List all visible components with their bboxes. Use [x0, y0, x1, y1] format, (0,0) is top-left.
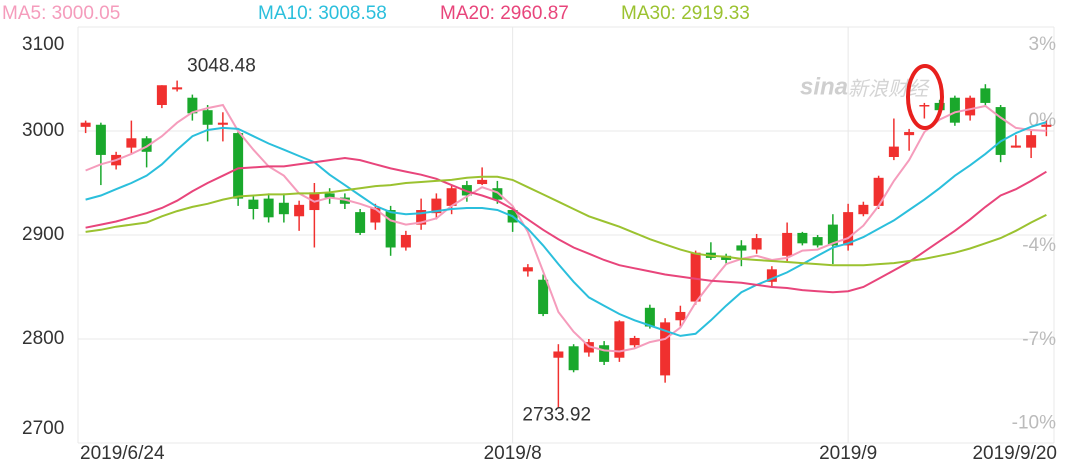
highlight-circle: [906, 64, 944, 130]
candle-body: [416, 210, 427, 225]
candle-body: [995, 107, 1006, 155]
candle-body: [248, 199, 259, 209]
y-tick-label: 2900: [22, 224, 64, 245]
candle-body: [675, 311, 686, 321]
y-tick-label: 3000: [22, 120, 64, 141]
y-tick-label: 2700: [22, 418, 64, 439]
candle-body: [95, 124, 106, 155]
candle-body: [843, 212, 854, 246]
legend-entry: MA5: 3000.05: [2, 3, 120, 24]
candle-body: [324, 193, 335, 198]
candle-body: [797, 232, 808, 244]
x-tick-label: 2019/9/20: [972, 443, 1057, 464]
candle-body: [141, 138, 152, 152]
candle-body: [202, 110, 213, 125]
candle-body: [1010, 145, 1021, 148]
y-tick-label: 3100: [22, 34, 64, 55]
candle-body: [1041, 124, 1052, 127]
ma-line: [85, 121, 1047, 337]
y2-tick-label: -4%: [1022, 235, 1056, 256]
candle-body: [339, 197, 350, 204]
candle-body: [385, 210, 396, 248]
candle-body: [492, 188, 503, 200]
x-tick-label: 2019/6/24: [80, 443, 165, 464]
candle-body: [599, 345, 610, 362]
legend-entry: MA20: 2960.87: [440, 3, 569, 24]
min-label: 2733.92: [522, 405, 591, 426]
watermark-text: 新浪财经: [848, 78, 930, 100]
candle-body: [233, 133, 244, 199]
ma-line: [85, 103, 1047, 353]
candle-body: [172, 87, 183, 90]
candle-body: [904, 132, 915, 136]
candle-body: [522, 267, 533, 272]
max-label: 3048.48: [187, 56, 256, 77]
candle-body: [721, 255, 732, 260]
candle-body: [782, 232, 793, 256]
candle-body: [446, 188, 457, 206]
candle-body: [812, 237, 823, 246]
candle-body: [431, 198, 442, 214]
candle-body: [827, 224, 838, 246]
candle-body: [80, 122, 91, 127]
candle-body: [888, 146, 899, 157]
candle-body: [477, 179, 488, 185]
candle-body: [187, 97, 198, 114]
candle-body: [873, 177, 884, 206]
x-tick-label: 2019/9: [819, 443, 877, 464]
y2-tick-label: -7%: [1022, 329, 1056, 350]
candle-body: [400, 235, 411, 248]
candle-body: [919, 105, 930, 107]
y-tick-label: 2800: [22, 328, 64, 349]
y2-tick-label: -10%: [1012, 413, 1056, 434]
candle-body: [766, 269, 777, 282]
candle-body: [568, 346, 579, 371]
candle-body: [644, 307, 655, 327]
candle-body: [126, 138, 137, 148]
watermark-logo: sina: [800, 73, 848, 100]
candle-body: [690, 252, 701, 302]
candle-body: [263, 198, 274, 218]
candles: [80, 80, 1052, 408]
candle-body: [660, 322, 671, 376]
y2-tick-label: 3%: [1029, 34, 1057, 55]
candle-body: [629, 337, 640, 346]
candle-body: [553, 351, 564, 358]
candle-body: [751, 238, 762, 250]
candle-body: [1026, 135, 1037, 148]
candle-body: [156, 85, 167, 105]
candle-body: [736, 245, 747, 251]
candle-body: [370, 207, 381, 223]
ma-line: [85, 156, 1047, 294]
candle-body: [278, 202, 289, 215]
candle-body: [858, 204, 869, 215]
ma-line: [85, 175, 1047, 267]
legend-entry: MA30: 2919.33: [621, 3, 750, 24]
candle-body: [614, 321, 625, 358]
x-tick-label: 2019/8: [484, 443, 542, 464]
candle-body: [217, 122, 228, 125]
legend-entry: MA10: 3008.58: [258, 3, 387, 24]
candle-body: [965, 97, 976, 116]
candle-body: [294, 204, 305, 217]
candle-body: [980, 88, 991, 103]
candle-body: [949, 97, 960, 123]
y2-tick-label: 0%: [1029, 110, 1057, 131]
candle-body: [355, 212, 366, 233]
candle-body: [538, 279, 549, 315]
